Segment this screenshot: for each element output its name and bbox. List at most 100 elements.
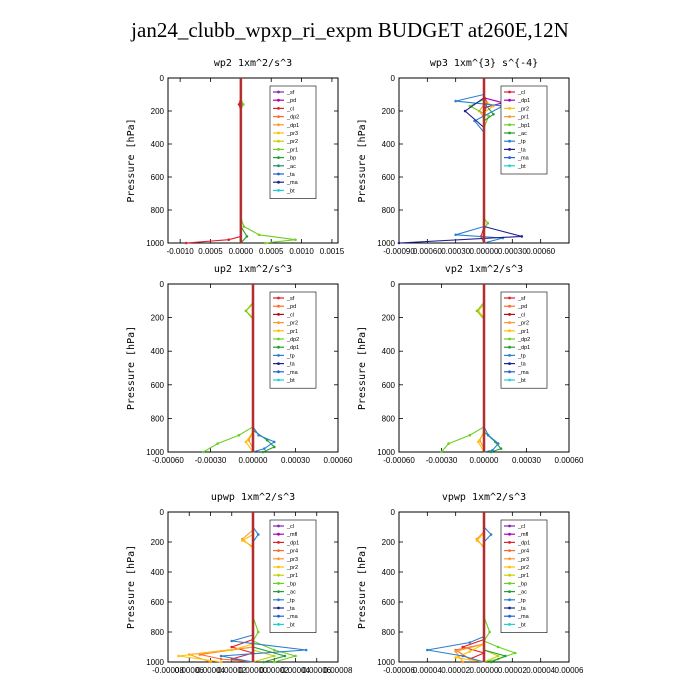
legend-marker bbox=[277, 532, 280, 536]
legend-marker bbox=[508, 148, 511, 151]
x-tick-label: -0.00060 bbox=[152, 456, 184, 465]
data-point bbox=[488, 630, 491, 634]
y-tick-label: 600 bbox=[382, 173, 396, 182]
y-tick-label: 1000 bbox=[377, 448, 395, 457]
legend-marker bbox=[508, 156, 511, 160]
y-axis-label: Pressure [hPa] bbox=[357, 118, 368, 202]
y-axis-label: Pressure [hPa] bbox=[357, 326, 368, 410]
data-point bbox=[475, 309, 479, 313]
x-tick-label: 0.00060 bbox=[324, 456, 353, 465]
legend-marker bbox=[508, 123, 511, 127]
legend-marker bbox=[508, 115, 511, 118]
legend-marker bbox=[277, 296, 280, 300]
legend-label: _tp bbox=[286, 353, 295, 359]
legend-label: _ma bbox=[286, 180, 299, 186]
legend-label: _dp1 bbox=[517, 345, 530, 351]
legend-marker bbox=[508, 524, 511, 528]
legend-label: _pr1 bbox=[286, 329, 298, 335]
data-point bbox=[257, 533, 260, 536]
legend-label: _ta bbox=[286, 172, 296, 178]
legend-marker bbox=[508, 614, 511, 618]
y-tick-label: 600 bbox=[382, 381, 396, 390]
y-axis-label: Pressure [hPa] bbox=[357, 545, 368, 629]
legend-marker bbox=[277, 189, 280, 192]
data-point bbox=[261, 450, 265, 454]
legend-marker bbox=[277, 172, 280, 176]
series-line-pr4 bbox=[454, 512, 485, 663]
legend-marker bbox=[277, 557, 280, 561]
y-tick-label: 800 bbox=[382, 628, 396, 637]
legend-marker bbox=[508, 354, 511, 357]
data-point bbox=[272, 445, 276, 449]
x-tick-label: -0.00090 bbox=[383, 247, 415, 256]
legend-label: _dp1 bbox=[517, 98, 530, 104]
series-line-ac bbox=[483, 78, 495, 243]
x-tick-label: 0.00060 bbox=[555, 456, 584, 465]
legend-label: _dp1 bbox=[286, 540, 299, 546]
legend-marker bbox=[277, 565, 280, 569]
y-tick-label: 600 bbox=[151, 173, 165, 182]
data-point bbox=[461, 660, 465, 664]
legend-marker bbox=[277, 370, 280, 374]
legend-marker bbox=[508, 378, 511, 382]
data-point bbox=[491, 449, 494, 452]
legend-label: _ta bbox=[286, 362, 296, 368]
legend-label: _pr1 bbox=[517, 573, 529, 579]
data-point bbox=[294, 654, 297, 658]
x-tick-label: -0.00008 bbox=[152, 666, 184, 675]
series-line-cl bbox=[186, 78, 242, 244]
y-tick-label: 0 bbox=[160, 74, 165, 83]
x-tick-label: 0.00004 bbox=[196, 666, 225, 675]
chart-title: wp3 1xm^{3} s^{-4} bbox=[430, 58, 538, 69]
y-tick-label: 200 bbox=[382, 538, 396, 547]
legend-marker bbox=[277, 180, 280, 184]
data-point bbox=[219, 660, 223, 664]
legend-label: _cl bbox=[286, 312, 294, 318]
legend-label: _ma bbox=[517, 614, 530, 620]
legend-label: _bt bbox=[517, 622, 526, 628]
data-point bbox=[454, 650, 457, 653]
plot-frame bbox=[167, 77, 339, 244]
legend-label: _pr2 bbox=[517, 321, 529, 327]
y-tick-label: 1000 bbox=[146, 448, 164, 457]
x-tick-label: 0.0005 bbox=[259, 247, 284, 256]
x-tick-label: 0.0015 bbox=[320, 247, 345, 256]
y-tick-label: 1000 bbox=[377, 658, 395, 667]
data-point bbox=[461, 654, 465, 658]
x-tick-label: 0.00030 bbox=[498, 247, 527, 256]
y-tick-label: 200 bbox=[151, 538, 165, 547]
legend-marker bbox=[508, 313, 511, 316]
y-tick-label: 200 bbox=[151, 107, 165, 116]
data-point bbox=[272, 648, 276, 652]
y-tick-label: 0 bbox=[391, 74, 396, 83]
legend-label: _pr1 bbox=[286, 147, 298, 153]
legend-label: _dp1 bbox=[286, 345, 299, 351]
data-point bbox=[241, 103, 245, 106]
x-tick-label: 0.00006 bbox=[175, 666, 204, 675]
legend-marker bbox=[277, 378, 280, 382]
data-point bbox=[454, 233, 457, 237]
legend-label: _pd bbox=[286, 98, 296, 104]
chart-title: wp2 1xm^2/s^3 bbox=[214, 58, 292, 69]
legend-marker bbox=[508, 557, 511, 561]
legend-label: _ac bbox=[517, 590, 527, 596]
x-tick-label: 0.00030 bbox=[281, 456, 310, 465]
legend-marker bbox=[508, 541, 511, 544]
legend-label: _pr2 bbox=[286, 565, 298, 571]
y-tick-label: 400 bbox=[382, 568, 396, 577]
data-point bbox=[257, 233, 261, 237]
legend-marker bbox=[508, 296, 511, 300]
legend-label: _ta bbox=[517, 147, 527, 153]
legend-marker bbox=[508, 606, 511, 610]
x-tick-label: 0.00004 bbox=[413, 666, 442, 675]
chart-panel: vpwp 1xm^2/s^3 Pressure [hPa] 0 200 400 600 80… bbox=[357, 492, 584, 675]
data-point bbox=[468, 433, 472, 437]
legend-label: _tp bbox=[517, 139, 526, 145]
data-point bbox=[492, 113, 495, 116]
legend-label: _bp1 bbox=[517, 123, 530, 129]
x-tick-label: 0.00000 bbox=[239, 666, 268, 675]
data-point bbox=[230, 645, 234, 649]
legend-label: _mfl bbox=[517, 532, 528, 538]
data-point bbox=[440, 450, 443, 454]
legend-label: _ac bbox=[286, 590, 296, 596]
